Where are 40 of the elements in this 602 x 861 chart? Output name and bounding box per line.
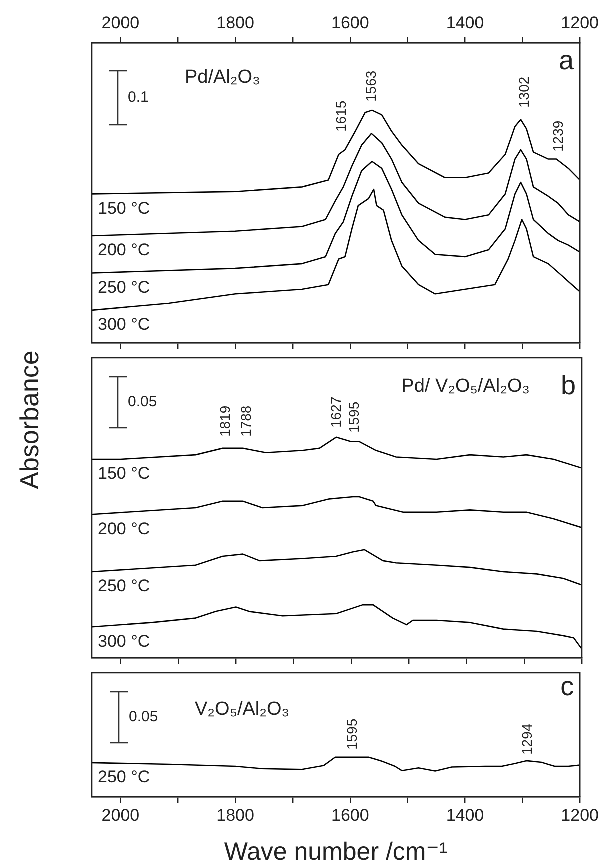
series-label: 250 °C	[98, 768, 150, 787]
text: 1627	[328, 396, 344, 428]
text: c	[560, 671, 574, 702]
text: b	[560, 370, 576, 400]
text: a	[559, 45, 576, 76]
series-label: 300 °C	[98, 632, 150, 651]
x2-tick-label: 1400	[446, 13, 484, 32]
series-label: 250 °C	[98, 278, 150, 297]
x-tick-label: 1600	[331, 806, 370, 825]
y-axis-title: Absorbance	[14, 350, 46, 490]
text: 0.1	[128, 89, 149, 106]
x2-tick-label: 1200	[561, 13, 600, 32]
text: 1294	[518, 724, 535, 755]
chart-title: V₂O₅/Al₂O₃	[195, 699, 290, 720]
text: 1595	[346, 402, 362, 433]
x-tick-label: 1400	[446, 806, 484, 825]
x-tick-label: 2000	[102, 806, 140, 825]
text: 1788	[238, 406, 254, 437]
x-tick-label: 1200	[561, 806, 600, 825]
text: 1819	[216, 406, 233, 437]
chart-title: Pd/ V₂O₅/Al₂O₃	[402, 376, 530, 398]
x2-tick-label: 1800	[216, 13, 254, 32]
text: 1563	[362, 70, 379, 102]
text: 0.05	[129, 708, 158, 726]
text: 1302	[516, 76, 532, 108]
x-tick-label: 1800	[216, 806, 254, 825]
series-label: 250 °C	[98, 576, 150, 596]
annotation: 1615	[332, 100, 349, 132]
series-label: 150 °C	[98, 464, 150, 484]
series-label: 200 °C	[98, 519, 150, 538]
text: 1595	[344, 718, 360, 750]
x-axis-title: Wave number /cm⁻¹	[224, 838, 448, 861]
x2-tick-label: 1600	[331, 13, 370, 32]
series-label: 300 °C	[98, 315, 150, 334]
chart-title: Pd/Al₂O₃	[185, 67, 260, 88]
text: 0.05	[128, 394, 158, 411]
annotation: 1239	[550, 120, 566, 152]
x2-tick-label: 2000	[102, 13, 140, 32]
series-label: 200 °C	[98, 240, 150, 260]
series-label: 150 °C	[98, 198, 150, 218]
